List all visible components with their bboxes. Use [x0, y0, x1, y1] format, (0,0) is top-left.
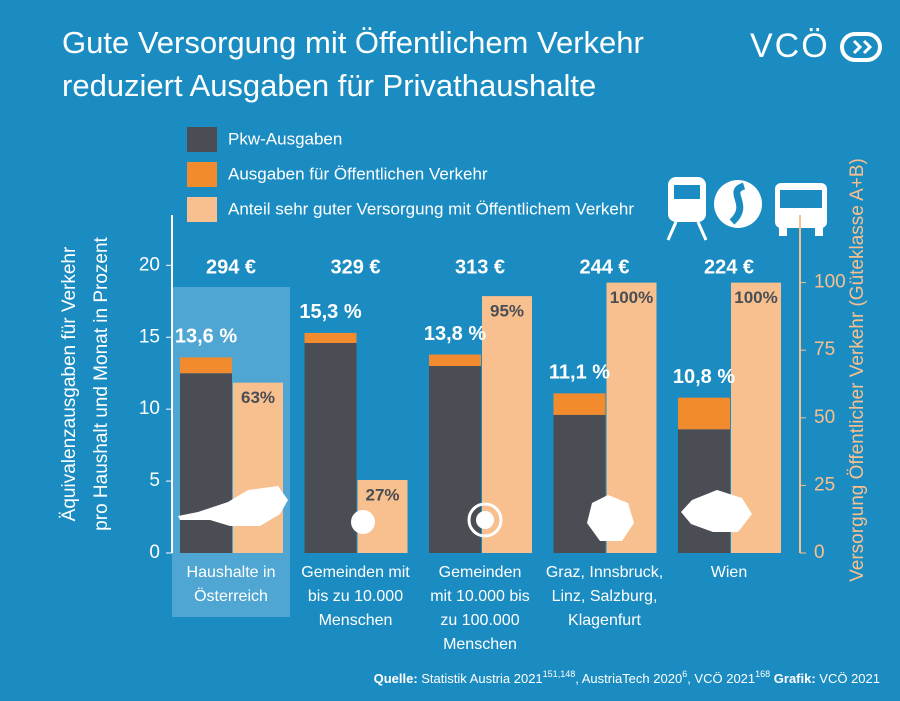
bar [429, 366, 481, 553]
source-part: , AustriaTech 2020 [575, 671, 682, 686]
legend-swatch [187, 162, 217, 187]
source-part: , VCÖ 2021 [687, 671, 755, 686]
source-part: VCÖ 2021 [819, 671, 880, 686]
source-part: Statistik Austria 2021 [421, 671, 542, 686]
map-wien [681, 490, 752, 532]
y-axis-label: Äquivalenzausgaben für Verkehr [59, 246, 80, 521]
y-tick-label: 15 [139, 326, 160, 347]
bar [304, 332, 357, 344]
total-label: 13,8 % [424, 323, 486, 345]
dot [476, 511, 494, 529]
legend-swatch [187, 197, 217, 222]
y-tick-label: 10 [139, 398, 160, 419]
x-tick-label: Österreich [194, 587, 268, 605]
x-tick-label: Klagenfurt [568, 612, 641, 629]
x-tick-label: Graz, Innsbruck, [546, 564, 663, 581]
x-tick-label: zu 100.000 [440, 612, 519, 629]
region-symbols [178, 486, 752, 541]
source-part: 151,148 [543, 669, 576, 679]
amount-label: 313 € [455, 256, 505, 278]
x-tick-label: Haushalte in [187, 564, 276, 581]
total-label: 10,8 % [673, 366, 735, 388]
y2-tick-label: 25 [814, 474, 835, 495]
total-label: 13,6 % [175, 326, 237, 348]
bar [429, 354, 481, 367]
y-axis-label: pro Haushalt und Monat in Prozent [91, 236, 112, 530]
amount-label: 244 € [579, 256, 629, 278]
source-part: 168 [755, 669, 770, 679]
amount-label: 329 € [330, 256, 380, 278]
y2-tick-label: 50 [814, 407, 835, 428]
total-label: 11,1 % [549, 362, 610, 384]
logo-mark [840, 32, 882, 62]
bar [482, 296, 532, 553]
x-tick-label: bis zu 10.000 [308, 588, 403, 605]
value-label: 95% [490, 302, 524, 321]
x-tick-label: Gemeinden [439, 564, 522, 581]
y2-tick-label: 0 [814, 542, 825, 563]
total-label: 15,3 % [299, 301, 361, 323]
y-tick-label: 0 [149, 542, 160, 563]
value-label: 100% [610, 288, 653, 307]
heptagon [587, 495, 634, 541]
ring [467, 502, 503, 538]
y-tick-label: 5 [149, 470, 160, 491]
icons [666, 177, 827, 241]
value-label: 27% [365, 485, 399, 504]
bar [553, 393, 606, 415]
x-tick-label: mit 10.000 bis [430, 588, 530, 605]
amount-label: 224 € [704, 256, 754, 278]
value-label: 63% [241, 388, 275, 407]
y-tick-label: 20 [139, 254, 160, 275]
y2-axis-label: Versorgung Öffentlicher Verkehr (Gütekla… [847, 158, 868, 582]
chart-title: Gute Versorgung mit Öffentlichem Verkehr [62, 25, 644, 60]
x-tick-label: Gemeinden mit [301, 564, 410, 581]
x-tick-label: Linz, Salzburg, [552, 588, 658, 605]
source-part: Quelle: [374, 671, 422, 686]
legend-swatch [187, 127, 217, 152]
amount-label: 294 € [206, 256, 256, 278]
x-tick-label: Menschen [443, 636, 517, 653]
bar [180, 373, 232, 553]
source: Quelle: Statistik Austria 2021151,148, A… [374, 669, 880, 686]
bar [678, 397, 730, 430]
y2-tick-label: 100 [814, 272, 846, 293]
source-part: Grafik: [770, 671, 819, 686]
bar [304, 343, 357, 553]
map-austria [178, 486, 288, 526]
bar [180, 357, 232, 374]
bar [233, 382, 283, 553]
chart-title: reduziert Ausgaben für Privathaushalte [62, 68, 596, 103]
logo: VCÖ [750, 27, 830, 65]
legend-label: Anteil sehr guter Versorgung mit Öffentl… [228, 199, 634, 218]
legend-label: Ausgaben für Öffentlichen Verkehr [228, 164, 488, 183]
value-label: 100% [734, 288, 777, 307]
dot [351, 510, 375, 534]
y2-tick-label: 75 [814, 339, 835, 360]
legend-label: Pkw-Ausgaben [228, 129, 342, 148]
source-part: 6 [682, 669, 687, 679]
x-tick-label: Wien [711, 564, 747, 581]
bar [678, 429, 730, 553]
x-tick-label: Menschen [319, 612, 393, 629]
